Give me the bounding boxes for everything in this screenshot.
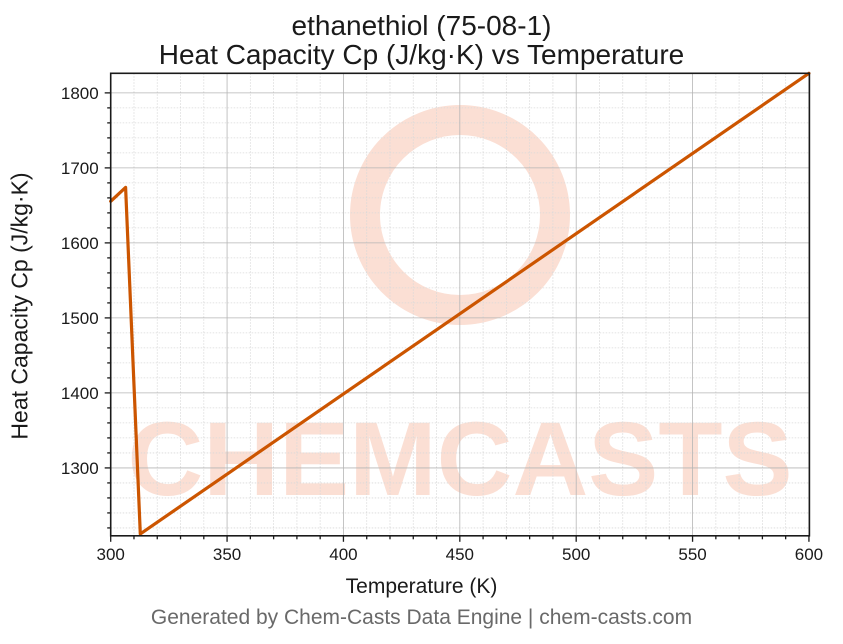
svg-text:350: 350 [213, 545, 241, 564]
svg-text:450: 450 [446, 545, 474, 564]
svg-text:400: 400 [329, 545, 357, 564]
svg-text:300: 300 [97, 545, 125, 564]
svg-text:500: 500 [562, 545, 590, 564]
svg-text:550: 550 [678, 545, 706, 564]
svg-text:600: 600 [795, 545, 823, 564]
svg-text:1800: 1800 [61, 84, 99, 103]
svg-text:1300: 1300 [61, 459, 99, 478]
svg-text:1500: 1500 [61, 309, 99, 328]
svg-text:1400: 1400 [61, 384, 99, 403]
svg-text:1700: 1700 [61, 159, 99, 178]
svg-text:1600: 1600 [61, 234, 99, 253]
